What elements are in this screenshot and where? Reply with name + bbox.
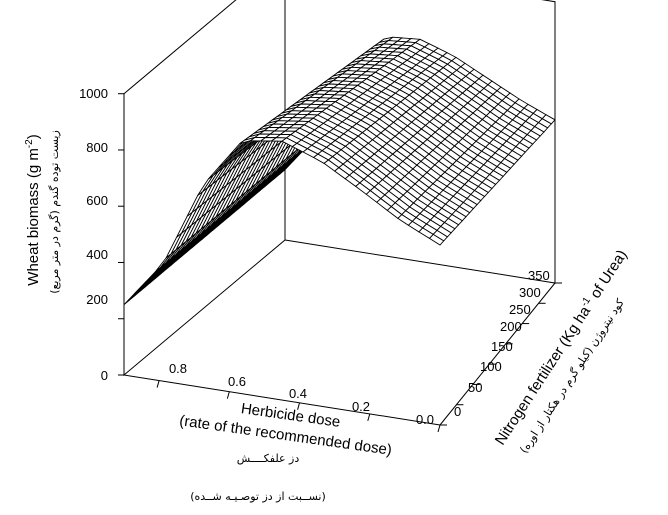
x-tick-0.8: 0.8 bbox=[169, 361, 187, 376]
surface-cell bbox=[428, 233, 445, 246]
y-tick-350: 350 bbox=[528, 268, 550, 283]
axes bbox=[118, 93, 562, 433]
y-tick-200: 200 bbox=[500, 319, 522, 334]
z-tick-labels: 0 200 400 600 800 1000 bbox=[79, 86, 108, 383]
x-tick-0.0: 0.0 bbox=[416, 412, 434, 427]
x-tick-mark bbox=[226, 391, 230, 399]
z-axis-title-fa: زیست توده گندم (گرم در متر مربع) bbox=[48, 130, 61, 294]
x-tick-mark bbox=[437, 424, 441, 433]
z-tick-600: 600 bbox=[86, 193, 108, 208]
y-tick-labels: 0 50 100 150 200 250 300 350 bbox=[454, 268, 550, 419]
x-tick-mark bbox=[156, 380, 160, 388]
z-axis-title: Wheat biomass (g m-2) bbox=[24, 134, 42, 285]
x-tick-mark bbox=[297, 402, 301, 410]
y-tick-100: 100 bbox=[480, 359, 502, 374]
z-tick-400: 400 bbox=[86, 247, 108, 262]
x-tick-0.6: 0.6 bbox=[228, 374, 246, 389]
x-tick-labels: 0.8 0.6 0.4 0.2 0.0 bbox=[169, 361, 434, 427]
y-tick-50: 50 bbox=[468, 380, 482, 395]
y-tick-150: 150 bbox=[491, 339, 513, 354]
x-tick-mark bbox=[367, 413, 371, 422]
surface-mesh bbox=[123, 36, 556, 306]
x-axis-title-fa-line1: دز علفکــــش bbox=[237, 452, 300, 465]
z-tick-200: 200 bbox=[86, 292, 108, 307]
z-tick-0: 0 bbox=[101, 368, 108, 383]
x-axis-title-fa-line2: (نســبت از دز توصـیـه شــده) bbox=[190, 490, 326, 503]
x-tick-0.4: 0.4 bbox=[289, 386, 307, 401]
y-tick-250: 250 bbox=[509, 302, 531, 317]
z-tick-800: 800 bbox=[86, 140, 108, 155]
x-axis-line bbox=[123, 374, 441, 426]
z-tick-1000: 1000 bbox=[79, 86, 108, 101]
y-axis-line bbox=[439, 282, 556, 426]
y-tick-300: 300 bbox=[519, 285, 541, 300]
y-tick-0: 0 bbox=[454, 404, 461, 419]
x-tick-0.2: 0.2 bbox=[352, 399, 370, 414]
